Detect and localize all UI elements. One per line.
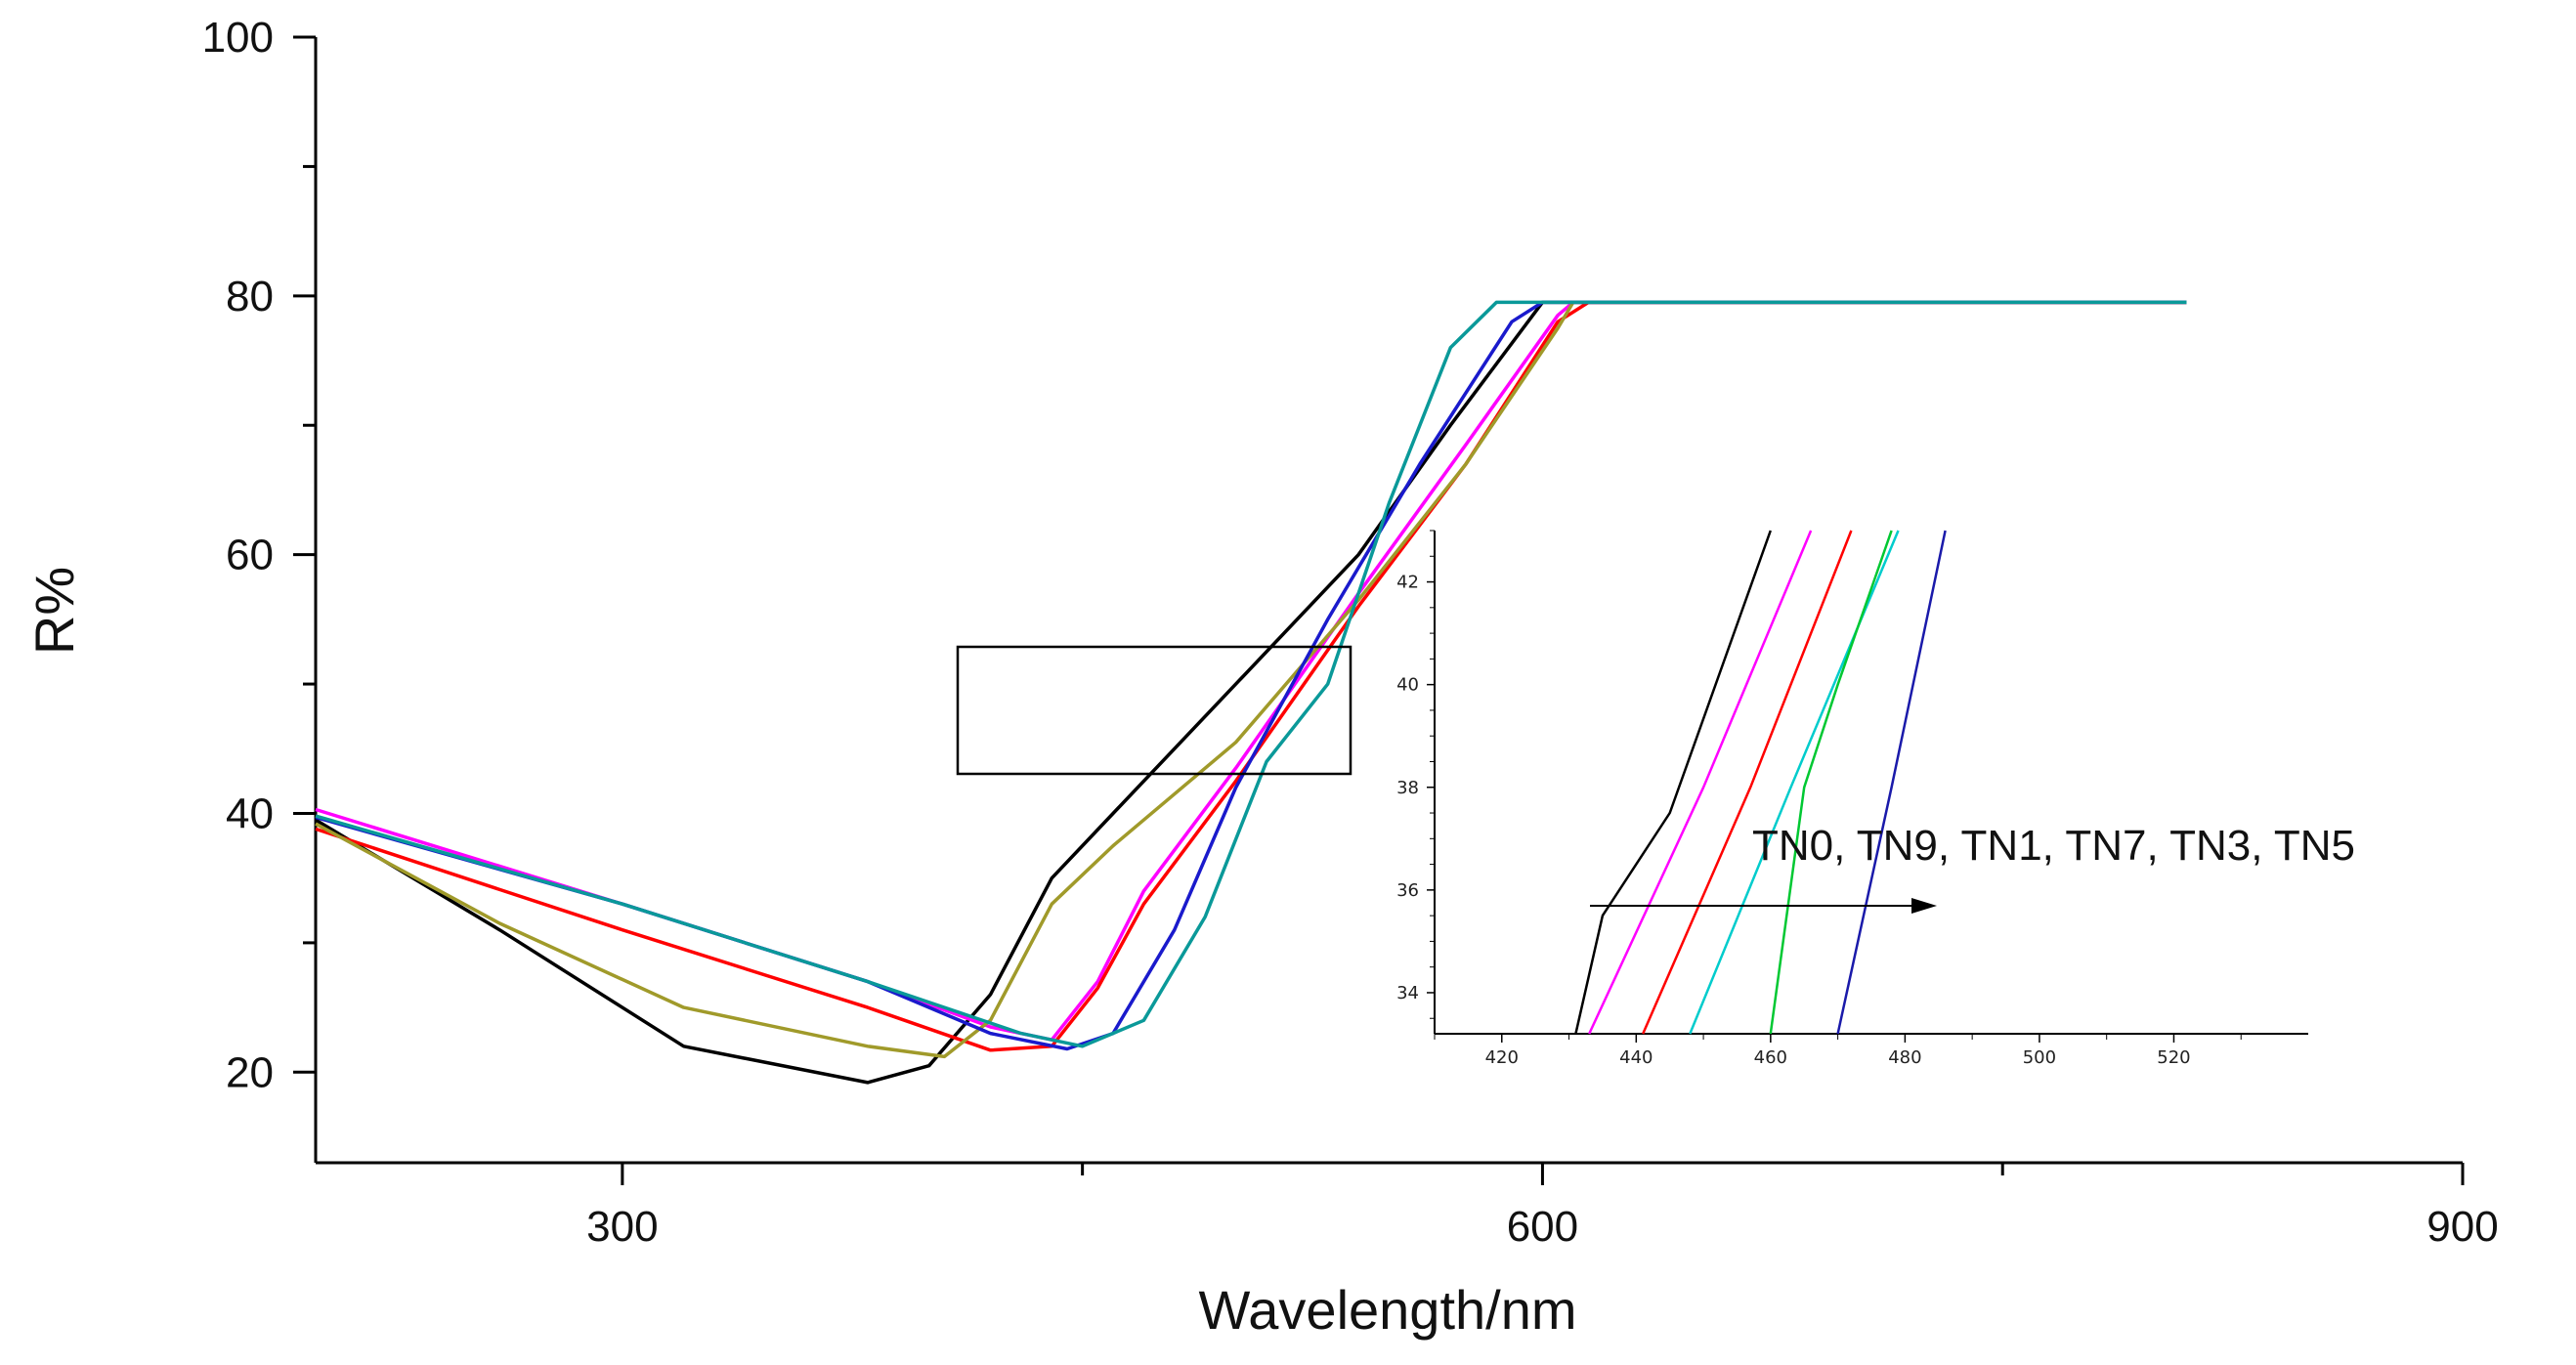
- x-tick-label: 900: [2426, 1203, 2498, 1251]
- inset-series-line-TN5: [1836, 530, 1947, 1035]
- inset-y-tick-label: 42: [1396, 573, 1419, 593]
- x-tick-label: 300: [586, 1203, 658, 1251]
- inset-x-tick-label: 480: [1888, 1047, 1921, 1068]
- inset-series-line-TN0: [1574, 530, 1772, 1035]
- inset-series-line-TN1: [1642, 530, 1853, 1035]
- y-tick-label: 100: [202, 14, 274, 62]
- series-line-TN3: [315, 300, 2187, 1051]
- inset-y-tick-label: 40: [1396, 675, 1419, 696]
- series-order-arrowhead: [1911, 898, 1937, 914]
- inset-y-tick-label: 38: [1396, 778, 1419, 798]
- series-line-TN0: [315, 300, 2187, 1085]
- y-tick-label: 40: [226, 789, 274, 837]
- series-order-annotation: TN0, TN9, TN1, TN7, TN3, TN5: [1752, 822, 2355, 870]
- series-line-TN9: [315, 300, 2187, 1042]
- y-tick-label: 60: [226, 532, 274, 579]
- inset-series-line-TN3: [1769, 530, 1893, 1035]
- y-axis-title: R%: [23, 567, 85, 655]
- y-tick-label: 20: [226, 1048, 274, 1096]
- x-tick-label: 600: [1507, 1203, 1578, 1251]
- series-line-TN1: [315, 300, 2187, 1052]
- inset-y-tick-label: 36: [1396, 880, 1419, 901]
- inset-x-tick-label: 440: [1619, 1047, 1653, 1068]
- inset-x-tick-label: 500: [2023, 1047, 2056, 1068]
- inset-x-tick-label: 460: [1754, 1047, 1787, 1068]
- series-line-TN5: [315, 300, 2187, 1048]
- inset-x-tick-label: 420: [1485, 1047, 1519, 1068]
- inset-series-line-TN9: [1588, 530, 1813, 1035]
- inset-y-tick-label: 34: [1396, 983, 1419, 1003]
- inset-chart: 34 36 38 40 42 420 440 460 480 500 520: [1396, 530, 2308, 1068]
- inset-series-line-TN7: [1689, 530, 1900, 1035]
- x-axis-title: Wavelength/nm: [1199, 1279, 1577, 1341]
- y-tick-label: 80: [226, 273, 274, 320]
- inset-x-tick-label: 520: [2157, 1047, 2190, 1068]
- series-line-TN7: [315, 300, 2187, 1059]
- zoom-region-box: [956, 645, 1352, 776]
